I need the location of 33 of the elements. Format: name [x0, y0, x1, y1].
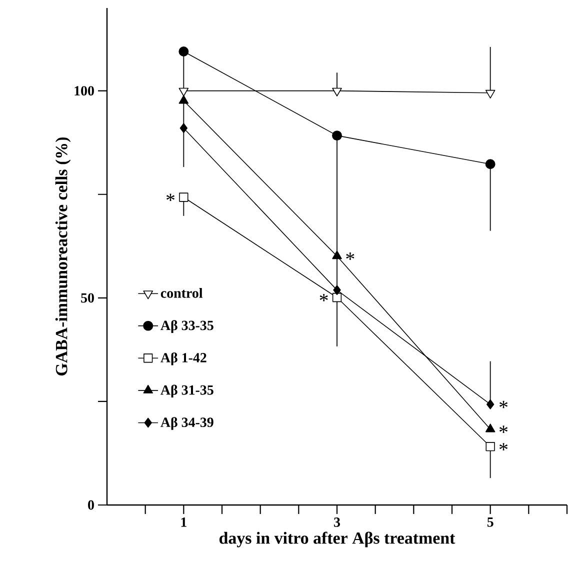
x-tick-label: 1	[181, 518, 186, 527]
legend-label: control	[160, 288, 203, 298]
point	[178, 46, 189, 56]
point	[180, 123, 188, 134]
legend-label: Aβ 31-35	[160, 384, 214, 398]
point	[332, 292, 342, 302]
point	[486, 399, 494, 410]
point	[333, 285, 341, 296]
point	[332, 130, 342, 141]
point	[485, 424, 496, 432]
point	[178, 88, 189, 96]
y-tick-label: 0	[88, 500, 94, 510]
annotation: *	[500, 426, 508, 433]
legend-label: Aβ 33-35	[160, 320, 214, 333]
legend-label: Aβ 34-39	[160, 417, 214, 430]
x-axis-title: days in vitro after Aβs treatment	[219, 532, 456, 548]
point	[485, 90, 496, 98]
y-tick-label: 50	[81, 293, 94, 303]
point	[485, 159, 496, 170]
x-tick-label: 5	[487, 518, 494, 527]
legend-label: Aβ 1-42	[160, 352, 206, 366]
annotation: *	[320, 294, 328, 302]
annotation: *	[500, 400, 508, 408]
point	[486, 442, 495, 452]
point	[179, 192, 188, 202]
point	[332, 250, 342, 260]
annotation: *	[500, 443, 508, 450]
y-axis-title: GABA-immunoreactive cells (%)	[55, 137, 71, 376]
y-tick-label: 100	[74, 86, 94, 96]
annotation: *	[346, 252, 354, 260]
annotation: *	[166, 194, 175, 202]
point	[332, 88, 342, 96]
x-tick-label: 3	[334, 518, 340, 527]
